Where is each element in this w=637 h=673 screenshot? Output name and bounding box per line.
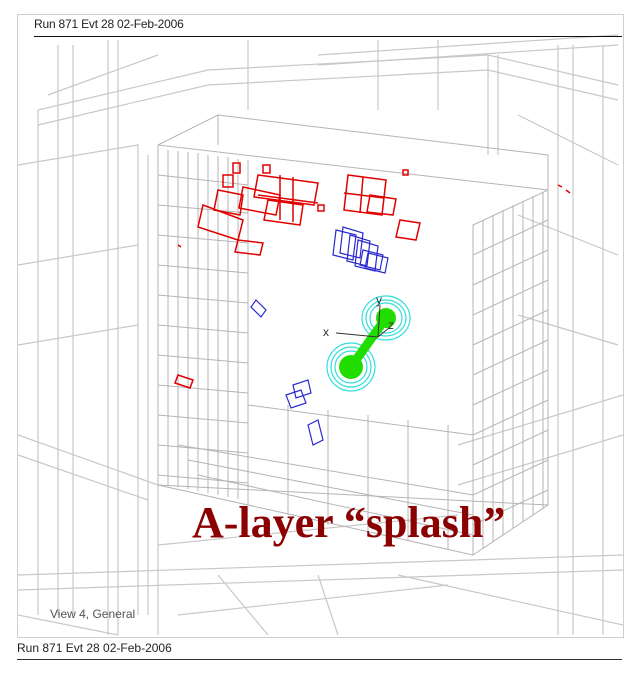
beam-vertex bbox=[326, 295, 411, 392]
view-label: View 4, General bbox=[50, 607, 136, 621]
axis-label-z: z bbox=[388, 318, 394, 332]
axis-label-x: x bbox=[323, 325, 329, 339]
axis-indicator bbox=[335, 304, 391, 338]
calorimeter-box bbox=[157, 114, 549, 556]
footer-divider bbox=[17, 659, 622, 660]
header-divider bbox=[34, 36, 622, 37]
run-footer: Run 871 Evt 28 02-Feb-2006 bbox=[17, 641, 172, 655]
splash-annotation: A-layer “splash” bbox=[192, 498, 506, 547]
calorimeter-hits-red bbox=[174, 162, 571, 389]
event-display-canvas bbox=[18, 34, 623, 636]
tracker-hits-blue bbox=[250, 226, 389, 446]
run-header: Run 871 Evt 28 02-Feb-2006 bbox=[34, 17, 184, 31]
event-display-frame: Run 871 Evt 28 02-Feb-2006 x y z A-layer… bbox=[17, 14, 624, 638]
detector-geometry bbox=[18, 34, 623, 636]
axis-label-y: y bbox=[376, 293, 382, 307]
